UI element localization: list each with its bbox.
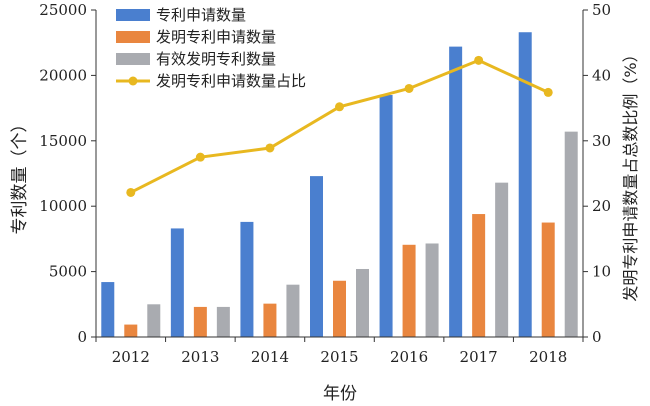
bar-mark <box>310 176 323 337</box>
y-tick-label: 25000 <box>39 1 87 19</box>
bar-mark <box>101 282 115 337</box>
line-point <box>335 102 344 112</box>
line-point <box>543 87 553 97</box>
y2-tick-label: 40 <box>592 66 611 84</box>
x-tick-label: 2016 <box>390 348 428 366</box>
bar-mark <box>449 46 463 338</box>
y-tick-label: 15000 <box>39 132 87 150</box>
x-tick-label: 2015 <box>320 348 358 366</box>
legend-swatch <box>116 9 150 21</box>
bar-mark <box>263 303 277 337</box>
legend-swatch <box>116 53 150 65</box>
bars-layer <box>101 32 578 338</box>
bar-mark <box>170 228 184 337</box>
bar-mark <box>472 214 486 337</box>
bar-mark <box>147 304 161 337</box>
y2-tick-label: 0 <box>592 328 602 346</box>
bar-mark <box>286 284 300 337</box>
bar-mark <box>518 32 532 338</box>
bar-mark <box>193 306 207 337</box>
x-axis-title: 年份 <box>323 384 357 404</box>
x-tick-label: 2013 <box>181 348 219 366</box>
bar-mark <box>495 182 509 337</box>
y-tick-label: 0 <box>77 328 87 346</box>
bar-mark <box>402 244 416 337</box>
line-point <box>195 152 205 162</box>
y-tick-label: 5000 <box>49 263 87 281</box>
bar-mark <box>425 243 439 337</box>
line-point <box>404 83 414 93</box>
x-tick-label: 2014 <box>251 348 289 366</box>
bar-mark <box>333 280 346 337</box>
legend-label: 有效发明专利数量 <box>156 50 276 68</box>
x-tick-label: 2012 <box>112 348 150 366</box>
y2-tick-label: 30 <box>592 132 611 150</box>
legend-swatch-marker <box>128 76 138 86</box>
y-tick-label: 10000 <box>39 197 87 215</box>
y2-tick-label: 20 <box>592 197 611 215</box>
legend-swatch <box>116 31 150 43</box>
line-point <box>265 143 275 153</box>
line-point <box>126 187 136 197</box>
y2-tick-label: 50 <box>592 1 611 19</box>
line-point <box>474 55 484 65</box>
bar-mark <box>216 306 230 337</box>
bar-mark <box>240 221 254 337</box>
x-tick-label: 2017 <box>460 348 498 366</box>
axes-layer: 0 5000 10000 15000 20000 25000 0 10 20 30 40 50 2012… <box>39 1 611 366</box>
y2-axis-title: 发明专利申请数量占总数比例（%） <box>621 46 640 301</box>
bar-mark <box>564 131 578 337</box>
y-tick-label: 20000 <box>39 66 87 84</box>
legend-label: 发明专利申请数量占比 <box>156 72 306 90</box>
line-layer <box>126 55 553 197</box>
x-tick-label: 2018 <box>529 348 567 366</box>
bar-mark <box>124 324 138 337</box>
y-axis-title: 专利数量（个） <box>10 116 30 235</box>
bar-mark <box>379 95 393 338</box>
bar-mark <box>541 222 555 337</box>
legend-label: 发明专利申请数量 <box>156 28 276 46</box>
bar-mark <box>356 268 369 337</box>
legend-label: 专利申请数量 <box>156 6 246 24</box>
y2-tick-label: 10 <box>592 263 611 281</box>
